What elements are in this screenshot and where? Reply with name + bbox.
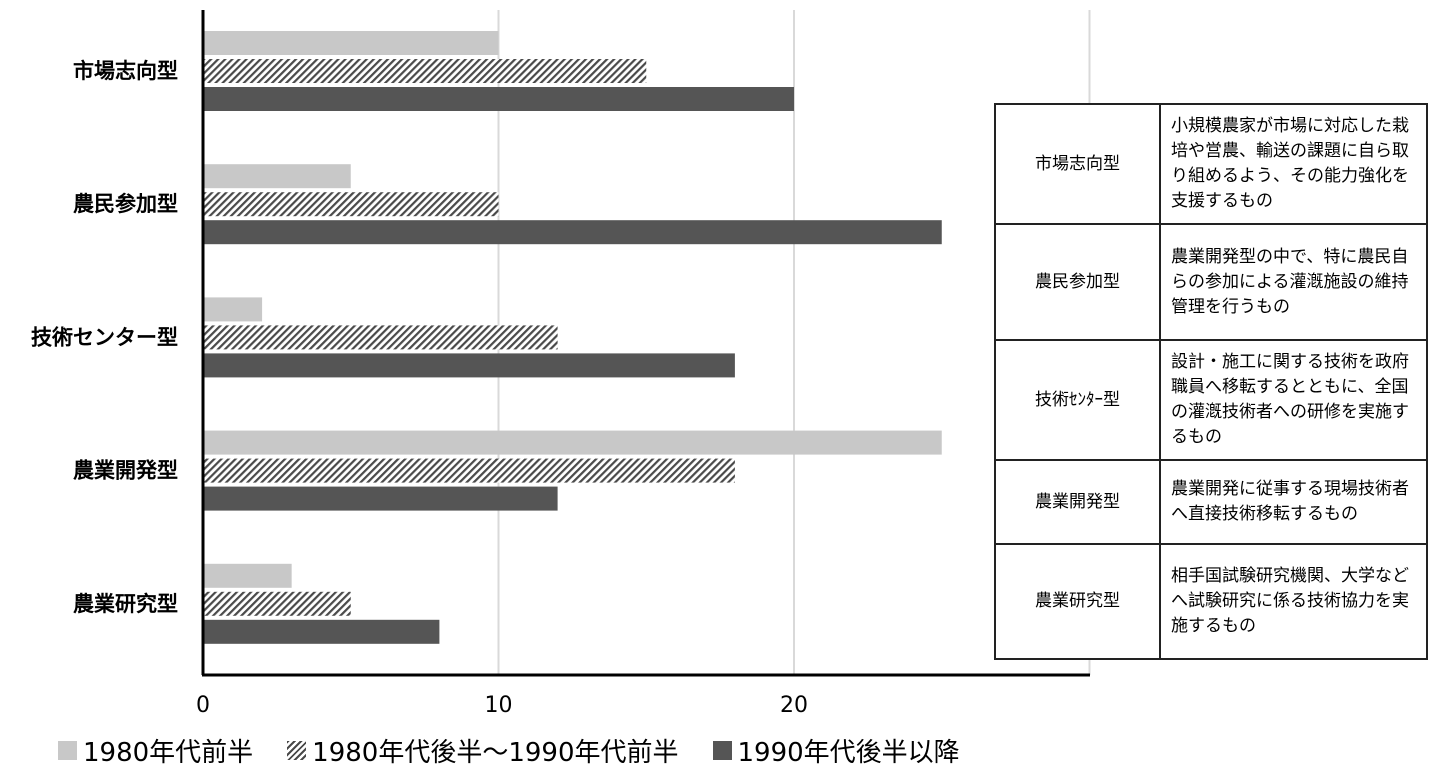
x-tick-label: 20	[780, 693, 808, 718]
type-name-cell: 技術ｾﾝﾀｰ型	[994, 339, 1161, 461]
bar-0-2	[203, 87, 794, 111]
bar-3-2	[203, 486, 558, 511]
type-desc-cell: 農業開発に従事する現場技術者へ直接技術移転するもの	[1159, 459, 1428, 545]
type-name-cell: 農業開発型	[994, 459, 1161, 545]
table-row: 農業研究型 相手国試験研究機関、大学などへ試験研究に係る技術協力を実施するもの	[994, 543, 1428, 660]
category-label: 農業開発型	[73, 459, 178, 483]
legend-item-1990-late: 1990年代後半以降	[712, 732, 960, 769]
category-label: 農民参加型	[73, 192, 178, 216]
bar-1-0	[203, 164, 351, 189]
bar-1-1	[203, 192, 499, 217]
legend-label: 1990年代後半以降	[737, 738, 960, 768]
legend-swatch-hatch	[287, 741, 307, 760]
table-row: 農民参加型 農業開発型の中で、特に農民自らの参加による灌漑施設の維持管理を行うも…	[994, 223, 1428, 341]
legend-label: 1980年代後半〜1990年代前半	[312, 738, 679, 768]
bar-4-0	[203, 563, 292, 588]
bars	[203, 31, 942, 644]
bar-3-1	[203, 458, 735, 483]
bar-4-1	[203, 591, 351, 616]
bar-3-0	[203, 430, 942, 455]
type-desc-cell: 相手国試験研究機関、大学などへ試験研究に係る技術協力を実施するもの	[1159, 543, 1428, 660]
category-label: 技術センター型	[31, 325, 178, 349]
category-label: 農業研究型	[73, 592, 178, 616]
x-tick-label: 0	[196, 693, 210, 718]
bar-2-0	[203, 297, 263, 322]
bar-0-1	[203, 59, 647, 83]
legend-item-1980-late: 1980年代後半〜1990年代前半	[287, 732, 679, 769]
type-name-cell: 農民参加型	[994, 223, 1161, 341]
type-desc-cell: 小規模農家が市場に対応した栽培や営農、輸送の課題に自ら取り組めるよう、その能力強…	[1159, 103, 1428, 225]
table-row: 技術ｾﾝﾀｰ型 設計・施工に関する技術を政府職員へ移転するとともに、全国の灌漑技…	[994, 339, 1428, 461]
category-label: 市場志向型	[73, 59, 178, 83]
bar-2-1	[203, 325, 558, 350]
bar-4-2	[203, 619, 440, 644]
type-name-cell: 農業研究型	[994, 543, 1161, 660]
legend-item-1980-early: 1980年代前半	[58, 732, 253, 769]
axes	[201, 10, 1090, 677]
type-desc-cell: 農業開発型の中で、特に農民自らの参加による灌漑施設の維持管理を行うもの	[1159, 223, 1428, 341]
legend-label: 1980年代前半	[83, 738, 254, 768]
legend-swatch-light	[58, 741, 77, 760]
bar-0-0	[203, 31, 499, 55]
bar-1-2	[203, 220, 942, 245]
legend: 1980年代前半 1980年代後半〜1990年代前半 1990年代後半以降	[58, 732, 994, 769]
type-name-cell: 市場志向型	[994, 103, 1161, 225]
table-row: 市場志向型 小規模農家が市場に対応した栽培や営農、輸送の課題に自ら取り組めるよう…	[994, 103, 1428, 225]
table-row: 農業開発型 農業開発に従事する現場技術者へ直接技術移転するもの	[994, 459, 1428, 545]
legend-swatch-dark	[712, 741, 732, 760]
bar-2-2	[203, 353, 735, 378]
type-description-table: 市場志向型 小規模農家が市場に対応した栽培や営農、輸送の課題に自ら取り組めるよう…	[994, 103, 1428, 660]
type-desc-cell: 設計・施工に関する技術を政府職員へ移転するとともに、全国の灌漑技術者への研修を実…	[1159, 339, 1428, 461]
x-tick-label: 10	[485, 693, 513, 718]
